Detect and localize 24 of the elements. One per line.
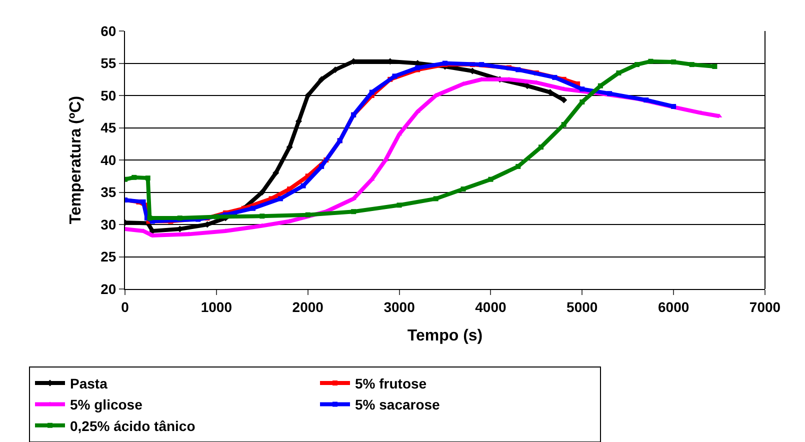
x-tick-label: 5000 (566, 298, 598, 315)
x-axis-title: Tempo (s) (407, 328, 483, 344)
legend-label: 5% frutose (355, 375, 427, 392)
legend-label: 0,25% ácido tânico (70, 418, 196, 434)
x-tick-label: 4000 (475, 298, 506, 315)
y-tick-label: 40 (100, 152, 116, 168)
y-tick-label: 60 (100, 22, 116, 39)
x-tick-label: 3000 (384, 298, 416, 315)
y-tick-label: 50 (100, 87, 116, 104)
y-tick-label: 35 (100, 184, 116, 200)
legend-label: 5% glicose (70, 396, 143, 413)
y-tick-label: 25 (100, 248, 116, 265)
legend-label: Pasta (70, 375, 108, 392)
y-tick-label: 30 (100, 216, 116, 232)
y-axis-title: Temperatura (ºC) (68, 96, 85, 224)
x-tick-label: 0 (121, 298, 130, 315)
x-tick-label: 7000 (749, 298, 781, 315)
y-tick-label: 20 (100, 280, 116, 297)
x-tick-label: 2000 (292, 298, 324, 315)
x-tick-label: 1000 (200, 298, 232, 315)
y-tick-label: 55 (100, 55, 116, 72)
x-tick-label: 6000 (658, 298, 690, 315)
y-tick-label: 45 (100, 120, 116, 136)
legend-label: 5% sacarose (355, 396, 440, 413)
